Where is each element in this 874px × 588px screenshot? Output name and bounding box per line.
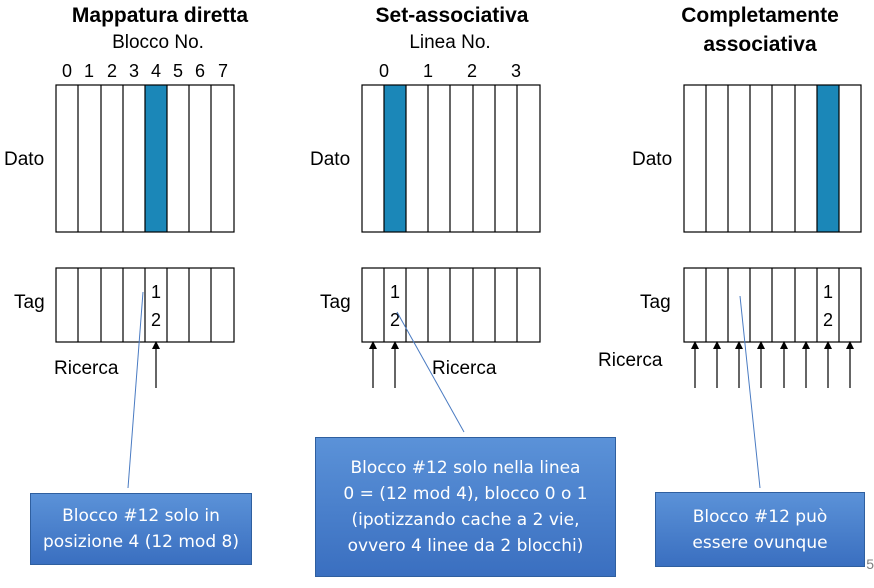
full-assoc-tag-digit: 2 (823, 310, 833, 330)
direct-tag-digit: 2 (151, 310, 161, 330)
block-number: 4 (151, 61, 161, 81)
block-number: 2 (107, 61, 117, 81)
set-assoc-data-label: Dato (310, 149, 350, 170)
callout-line: Blocco #12 può (692, 506, 828, 527)
block-number: 3 (129, 61, 139, 81)
full-assoc-search-label: Ricerca (598, 350, 663, 371)
direct-highlight-block (145, 85, 167, 232)
block-number: 5 (173, 61, 183, 81)
callout-line: (ipotizzando cache a 2 vie, (351, 510, 580, 530)
full-assoc-title-line2: associativa (703, 33, 817, 56)
set-assoc-tag-digit: 2 (390, 310, 400, 330)
set-assoc-title: Set-associativa (376, 4, 529, 27)
direct-callout: Blocco #12 solo in posizione 4 (12 mod 8… (30, 493, 252, 565)
callout-line: essere ovunque (692, 532, 828, 553)
set-assoc-search-label: Ricerca (432, 358, 497, 379)
direct-tag-label: Tag (14, 292, 45, 313)
set-assoc-tag-digit: 1 (390, 282, 400, 302)
callout-pointer (396, 311, 465, 433)
set-assoc-callout: Blocco #12 solo nella linea 0 = (12 mod … (315, 437, 616, 577)
direct-block-numbers: 0 1 2 3 4 5 6 7 (62, 61, 228, 81)
block-number: 6 (195, 61, 205, 81)
line-number: 3 (511, 61, 521, 81)
line-number: 2 (467, 61, 477, 81)
full-assoc-tag-digit: 1 (823, 282, 833, 302)
callout-line: 0 = (12 mod 4), blocco 0 o 1 (343, 484, 588, 504)
full-assoc-tag-label: Tag (640, 292, 671, 313)
set-associative-section: Set-associativa Linea No. 0 1 2 3 Dato T… (310, 4, 541, 433)
full-assoc-tag-grid (683, 267, 862, 343)
full-assoc-data-grid (683, 84, 862, 233)
full-assoc-callout: Blocco #12 può essere ovunque (655, 492, 865, 567)
direct-search-label: Ricerca (54, 358, 119, 379)
set-assoc-subtitle: Linea No. (409, 32, 490, 53)
full-assoc-data-label: Dato (632, 149, 672, 170)
set-assoc-highlight-block (384, 85, 406, 232)
full-assoc-highlight-block (817, 85, 839, 232)
direct-data-label: Dato (4, 149, 44, 170)
callout-line: Blocco #12 solo nella linea (350, 458, 581, 478)
full-assoc-title-line1: Completamente (681, 4, 839, 27)
direct-tag-grid (55, 267, 235, 343)
line-number: 1 (423, 61, 433, 81)
set-assoc-tag-label: Tag (320, 292, 351, 313)
block-number: 1 (84, 61, 94, 81)
set-assoc-tag-grid (361, 267, 541, 343)
callout-line: Blocco #12 solo in (62, 506, 220, 526)
block-number: 0 (62, 61, 72, 81)
callout-line: posizione 4 (12 mod 8) (43, 532, 239, 552)
block-number: 7 (218, 61, 228, 81)
set-assoc-data-grid (361, 84, 541, 233)
line-number: 0 (379, 61, 389, 81)
direct-subtitle: Blocco No. (112, 32, 204, 53)
fully-associative-section: Completamente associativa Dato Tag 1 2 R… (598, 4, 862, 489)
set-assoc-line-numbers: 0 1 2 3 (379, 61, 521, 81)
direct-mapped-section: Mappatura diretta Blocco No. 0 1 2 3 4 5… (4, 4, 249, 489)
callout-line: ovvero 4 linee da 2 blocchi) (347, 536, 584, 556)
full-assoc-search-arrows (691, 341, 854, 388)
callout-pointer (127, 291, 144, 489)
direct-title: Mappatura diretta (72, 4, 249, 27)
page-number: 5 (866, 556, 874, 572)
direct-data-grid (55, 84, 235, 233)
direct-tag-digit: 1 (151, 282, 161, 302)
callout-pointer (739, 295, 761, 489)
